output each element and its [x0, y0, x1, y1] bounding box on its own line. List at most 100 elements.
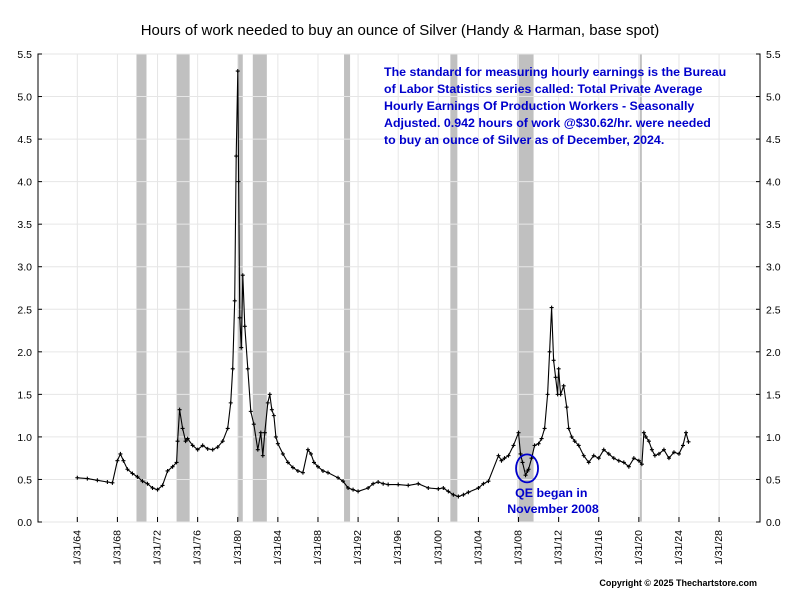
data-point: [456, 494, 461, 499]
data-point: [315, 464, 320, 469]
y-tick-label-left: 1.0: [17, 432, 32, 444]
data-point: [295, 468, 300, 473]
data-point: [135, 474, 140, 479]
data-point: [652, 453, 657, 458]
data-point: [346, 485, 351, 490]
silver-hours-line: [77, 70, 690, 498]
data-point: [121, 458, 126, 463]
data-point: [125, 467, 130, 472]
y-tick-label-left: 4.0: [17, 177, 32, 189]
data-point: [646, 439, 651, 444]
data-point: [225, 426, 230, 431]
x-tick-label: 1/31/96: [392, 530, 404, 565]
data-point: [561, 383, 566, 388]
y-tick-label-right: 0.0: [766, 517, 781, 529]
data-point: [661, 447, 666, 452]
data-point: [591, 453, 596, 458]
data-point: [576, 443, 581, 448]
data-point: [239, 345, 244, 350]
data-point: [228, 400, 233, 405]
data-point: [160, 483, 165, 488]
x-tick-label: 1/31/16: [593, 530, 605, 565]
data-point: [666, 456, 671, 461]
data-point: [185, 436, 190, 441]
data-point: [326, 470, 331, 475]
data-point: [200, 443, 205, 448]
data-point: [251, 422, 256, 427]
y-tick-label-right: 5.5: [766, 49, 781, 61]
data-point: [639, 462, 644, 467]
data-point: [586, 460, 591, 465]
data-point: [481, 481, 486, 486]
data-point: [631, 456, 636, 461]
qe-label: QE began in November 2008: [507, 486, 599, 516]
data-point: [547, 349, 552, 354]
data-point: [621, 460, 626, 465]
data-point: [511, 443, 516, 448]
data-point: [539, 436, 544, 441]
x-tick-label: 1/31/72: [152, 530, 164, 565]
data-point: [386, 482, 391, 487]
data-point: [290, 465, 295, 470]
recession-band-8: [639, 54, 642, 522]
data-point: [190, 443, 195, 448]
data-point: [271, 413, 276, 418]
qe-label-line-1: QE began in: [515, 486, 587, 500]
y-tick-label-left: 4.5: [17, 134, 32, 146]
data-point: [553, 375, 558, 380]
x-tick-label: 1/31/76: [192, 530, 204, 565]
data-point: [518, 451, 523, 456]
data-point: [262, 430, 267, 435]
recession-band-1: [136, 54, 147, 522]
data-point: [616, 458, 621, 463]
x-tick-label: 1/31/04: [472, 530, 484, 565]
data-point: [476, 485, 481, 490]
data-point: [381, 481, 386, 486]
data-point: [305, 447, 310, 452]
data-point: [311, 460, 316, 465]
data-point: [406, 483, 411, 488]
data-point: [230, 366, 235, 371]
x-tick-label: 1/31/08: [513, 530, 525, 565]
data-point: [436, 486, 441, 491]
data-point: [671, 450, 676, 455]
data-point: [351, 487, 356, 492]
data-point: [105, 480, 110, 485]
x-tick-label: 1/31/80: [232, 530, 244, 565]
data-point: [183, 439, 188, 444]
data-point: [115, 458, 120, 463]
data-point: [240, 273, 245, 278]
data-point: [255, 447, 260, 452]
x-tick-label: 1/31/84: [272, 530, 284, 565]
data-point: [461, 492, 466, 497]
data-point: [451, 492, 456, 497]
data-point: [356, 489, 361, 494]
data-point: [75, 475, 80, 480]
x-tick-label: 1/31/20: [633, 530, 645, 565]
data-point: [85, 476, 90, 481]
data-point: [416, 481, 421, 486]
x-tick-label: 1/31/92: [352, 530, 364, 565]
recession-band-7: [517, 54, 534, 522]
data-point: [486, 479, 491, 484]
y-tick-label-left: 3.5: [17, 219, 32, 231]
recession-band-3: [237, 54, 243, 522]
data-point: [300, 470, 305, 475]
data-point: [396, 482, 401, 487]
data-point: [275, 441, 280, 446]
data-point: [536, 441, 541, 446]
y-axis-left: 0.0 0.5 1.0 1.5 2.0 2.5 3.0 3.5 4.0 4.5 5.0 5.5: [17, 49, 42, 529]
data-point: [545, 392, 550, 397]
data-point: [549, 305, 554, 310]
data-point: [558, 392, 563, 397]
data-point: [572, 439, 577, 444]
plot-area: [37, 53, 761, 523]
data-point: [426, 485, 431, 490]
y-axis-right: 0.0 0.5 1.0 1.5 2.0 2.5 3.0 3.5 4.0 4.5 5.0 5.5: [756, 49, 781, 529]
data-point: [656, 451, 661, 456]
data-point: [320, 468, 325, 473]
data-point: [636, 458, 641, 463]
y-tick-label-right: 4.5: [766, 134, 781, 146]
y-tick-label-right: 2.5: [766, 304, 781, 316]
annotation-line-1: The standard for measuring hourly earnin…: [384, 65, 726, 79]
